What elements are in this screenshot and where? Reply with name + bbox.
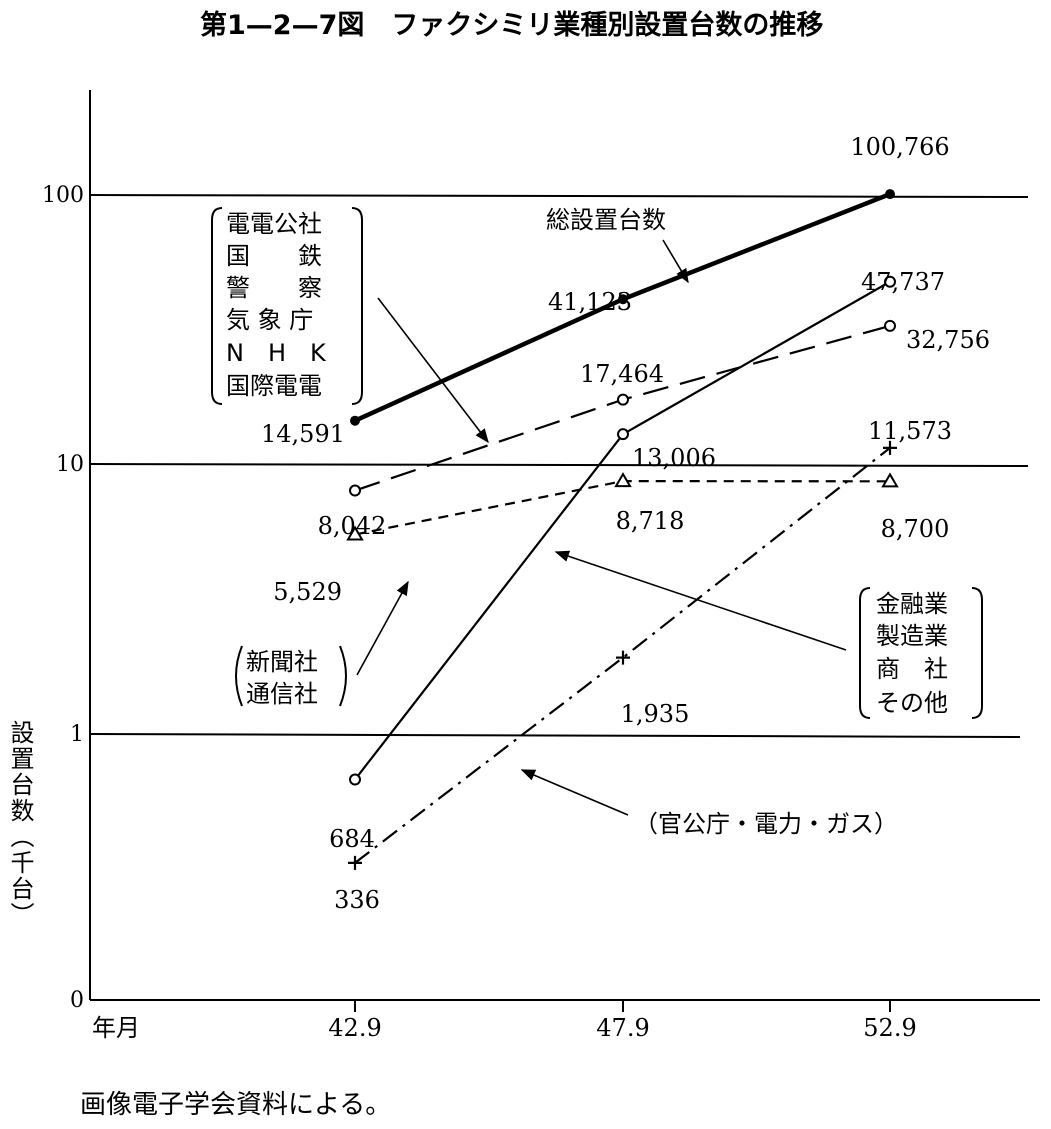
series-line-gov xyxy=(354,447,891,864)
annotation-business-group: 金融業 製造業 商 社 その他 xyxy=(859,587,983,719)
business-group-line: 製造業 xyxy=(876,622,948,650)
bracket-left xyxy=(859,587,871,719)
x-axis-label: 年月 xyxy=(92,1014,140,1042)
public-group-line: 電電公社 xyxy=(226,210,322,238)
public-group-line: 気 象 庁 xyxy=(226,306,313,334)
data-label-gov: 336 xyxy=(334,886,380,914)
y-tick-label: 10 xyxy=(56,452,84,477)
public-group-line: N H K xyxy=(226,339,327,367)
x-tick-label: 52.9 xyxy=(863,1014,916,1042)
data-point-press xyxy=(346,525,364,541)
data-point-total xyxy=(350,415,360,426)
data-label-press: 8,700 xyxy=(881,515,950,543)
data-label-public: 17,464 xyxy=(580,360,664,388)
bracket-left xyxy=(211,207,223,405)
data-point-public xyxy=(884,319,896,332)
data-label-public: 8,042 xyxy=(318,512,387,540)
annotation-gov: （官公庁・電力・ガス） xyxy=(634,810,898,838)
data-point-public xyxy=(349,484,361,497)
annotation-public-arrow xyxy=(377,297,489,444)
data-point-total xyxy=(885,189,895,200)
x-tick-label: 47.9 xyxy=(596,1014,649,1042)
annotation-total-arrow xyxy=(662,239,689,284)
paren-left xyxy=(235,645,243,707)
press-group-line: 新聞社 xyxy=(246,648,318,676)
data-label-press: 5,529 xyxy=(273,578,342,606)
y-tick-label: 0 xyxy=(70,988,84,1013)
annotation-press-arrow xyxy=(356,580,409,676)
public-group-line: 警 察 xyxy=(226,274,322,302)
data-label-total: 41,123 xyxy=(548,288,632,316)
gridline-100 xyxy=(89,194,1029,198)
annotation-business-arrow xyxy=(554,550,847,651)
data-point-business xyxy=(349,773,361,786)
business-group-line: その他 xyxy=(876,689,948,717)
data-point-gov xyxy=(348,855,362,870)
data-point-public xyxy=(617,393,629,406)
data-point-gov xyxy=(616,650,630,665)
y-tick-label: 1 xyxy=(70,722,84,747)
data-point-business xyxy=(617,428,629,441)
data-point-press xyxy=(881,472,899,488)
data-label-total: 100,766 xyxy=(850,133,949,161)
data-label-gov: 1,935 xyxy=(621,700,690,728)
data-point-total xyxy=(618,294,628,305)
public-group-line: 国 鉄 xyxy=(226,242,322,270)
data-label-gov: 11,573 xyxy=(868,417,952,445)
business-group-line: 商 社 xyxy=(876,655,948,683)
business-group-line: 金融業 xyxy=(876,590,948,618)
data-label-business: 47,737 xyxy=(861,268,945,296)
gridline-1 xyxy=(89,733,1021,738)
public-group-line: 国際電電 xyxy=(226,372,322,400)
press-group-line: 通信社 xyxy=(246,680,318,708)
paren-right xyxy=(339,645,347,707)
y-tick-label: 100 xyxy=(42,183,84,208)
data-point-gov xyxy=(883,440,897,455)
annotation-total: 総設置台数 xyxy=(546,206,666,234)
data-label-business: 684 xyxy=(329,825,375,853)
data-point-press xyxy=(614,472,632,488)
data-label-press: 8,718 xyxy=(616,507,685,535)
data-point-business xyxy=(884,275,896,288)
annotation-press-group: 新聞社 通信社 xyxy=(235,645,347,708)
data-label-total: 14,591 xyxy=(261,420,345,448)
source-note: 画像電子学会資料による。 xyxy=(80,1090,391,1120)
chart-title: 第1—2—7図 ファクシミリ業種別設置台数の推移 xyxy=(200,9,823,41)
annotation-public-group: 電電公社 国 鉄 警 察 気 象 庁 N H K 国際電電 xyxy=(211,207,363,405)
data-label-business: 13,006 xyxy=(632,444,716,472)
gridline-10 xyxy=(89,463,1029,467)
x-tick-label: 42.9 xyxy=(328,1014,381,1042)
annotation-gov-arrow xyxy=(520,769,629,816)
y-axis-label: 設置台数（千台） xyxy=(6,720,34,928)
bracket-right xyxy=(351,207,363,405)
bracket-right xyxy=(971,587,983,719)
series-layer xyxy=(346,189,899,870)
data-label-public: 32,756 xyxy=(906,326,990,354)
